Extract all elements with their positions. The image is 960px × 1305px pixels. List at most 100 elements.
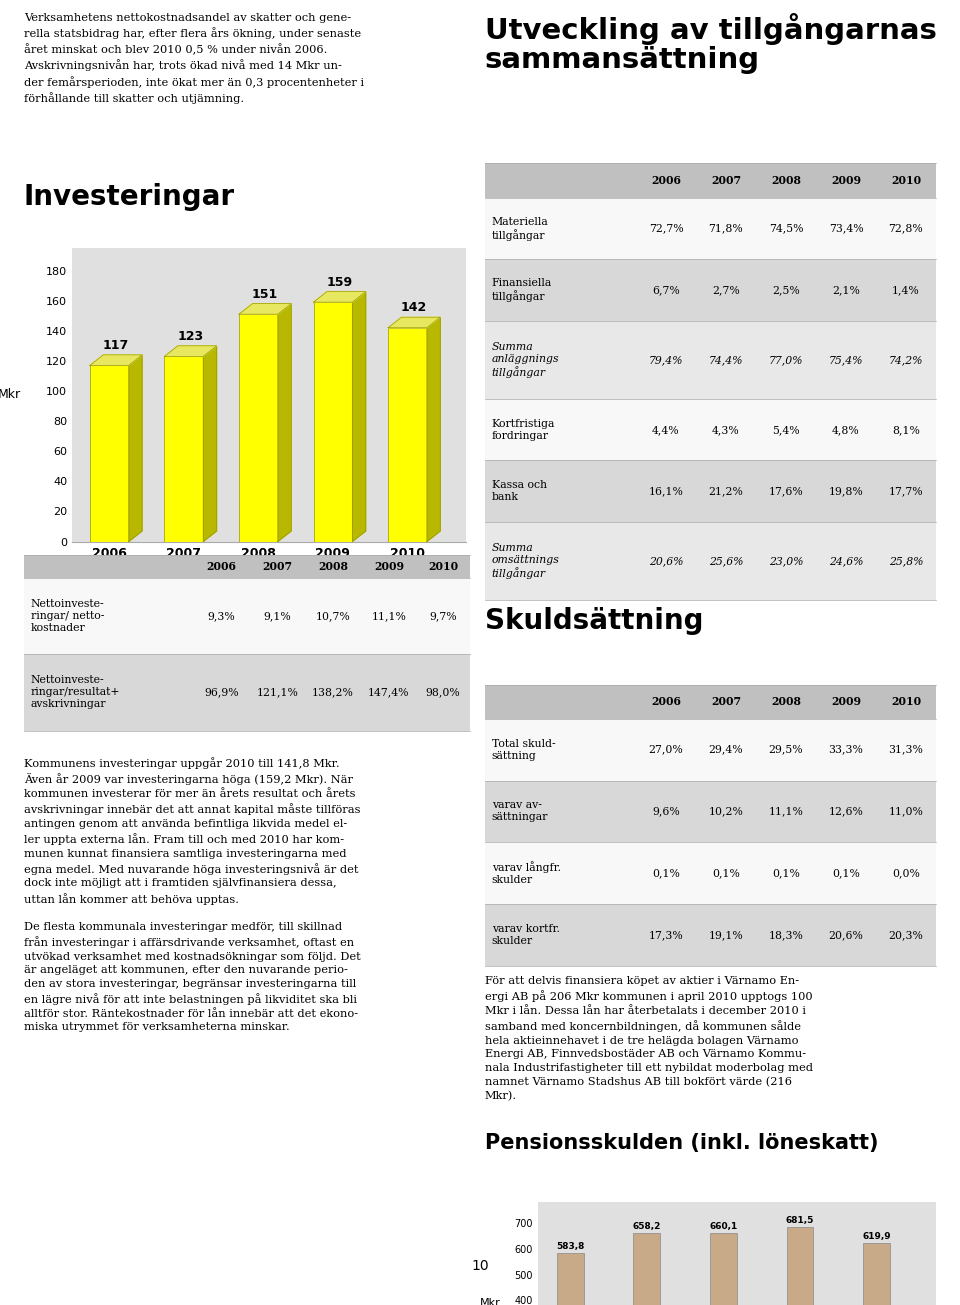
- Text: 0,1%: 0,1%: [712, 868, 740, 878]
- Text: 9,6%: 9,6%: [652, 806, 680, 817]
- Bar: [24, 654, 470, 731]
- Text: 2010: 2010: [891, 697, 921, 707]
- Bar: [90, 365, 129, 542]
- Text: 11,0%: 11,0%: [889, 806, 924, 817]
- Text: 2008: 2008: [318, 561, 348, 572]
- Text: Nettoinveste-
ringar/ netto-
kostnader: Nettoinveste- ringar/ netto- kostnader: [31, 599, 105, 633]
- Polygon shape: [352, 291, 366, 542]
- Text: 72,7%: 72,7%: [649, 223, 684, 234]
- Text: 2010: 2010: [891, 175, 921, 187]
- Text: 9,1%: 9,1%: [263, 611, 291, 621]
- Y-axis label: Mkr: Mkr: [0, 389, 20, 401]
- Bar: [485, 904, 936, 966]
- Text: varav kortfr.
skulder: varav kortfr. skulder: [492, 924, 560, 946]
- Bar: [485, 719, 936, 780]
- Text: 21,2%: 21,2%: [708, 485, 743, 496]
- Text: 123: 123: [178, 330, 204, 343]
- Polygon shape: [164, 346, 217, 356]
- Text: Utveckling av tillgångarnas
sammansättning: Utveckling av tillgångarnas sammansättni…: [485, 13, 937, 74]
- Text: 19,1%: 19,1%: [708, 930, 743, 940]
- Bar: [164, 356, 204, 542]
- Text: 31,3%: 31,3%: [889, 745, 924, 754]
- Text: Materiella
tillgångar: Materiella tillgångar: [492, 217, 548, 241]
- Text: 10,2%: 10,2%: [708, 806, 743, 817]
- Text: 17,6%: 17,6%: [769, 485, 804, 496]
- Text: 619,9: 619,9: [862, 1232, 891, 1241]
- Text: 2008: 2008: [771, 175, 801, 187]
- Text: 681,5: 681,5: [786, 1216, 814, 1225]
- Text: 19,8%: 19,8%: [828, 485, 863, 496]
- Bar: [485, 163, 936, 198]
- Text: 27,0%: 27,0%: [649, 745, 684, 754]
- Bar: [485, 198, 936, 260]
- Text: 4,4%: 4,4%: [652, 425, 680, 435]
- Text: 74,4%: 74,4%: [708, 355, 743, 365]
- Text: 24,6%: 24,6%: [828, 556, 863, 566]
- Polygon shape: [204, 346, 217, 542]
- Text: 8,1%: 8,1%: [892, 425, 920, 435]
- Text: 2009: 2009: [374, 561, 404, 572]
- Text: 73,4%: 73,4%: [828, 223, 863, 234]
- Text: varav långfr.
skulder: varav långfr. skulder: [492, 861, 561, 885]
- Y-axis label: Mkr: Mkr: [479, 1298, 500, 1305]
- Bar: [485, 321, 936, 399]
- Text: 2006: 2006: [651, 175, 681, 187]
- Text: 23,0%: 23,0%: [769, 556, 804, 566]
- Text: Pensionsskulden (inkl. löneskatt): Pensionsskulden (inkl. löneskatt): [485, 1133, 878, 1152]
- Text: 2,5%: 2,5%: [772, 284, 800, 295]
- Polygon shape: [427, 317, 441, 542]
- Text: 11,1%: 11,1%: [769, 806, 804, 817]
- Text: 2009: 2009: [831, 175, 861, 187]
- Bar: [634, 1233, 660, 1305]
- Text: 117: 117: [103, 339, 129, 352]
- Text: Kommunens investeringar uppgår 2010 till 141,8 Mkr.
Även år 2009 var investering: Kommunens investeringar uppgår 2010 till…: [24, 757, 361, 1032]
- Polygon shape: [388, 317, 441, 328]
- Text: 2008: 2008: [771, 697, 801, 707]
- Text: 583,8: 583,8: [556, 1242, 585, 1250]
- Text: Verksamhetens nettokostnadsandel av skatter och gene-
rella statsbidrag har, eft: Verksamhetens nettokostnadsandel av skat…: [24, 13, 364, 104]
- Text: 121,1%: 121,1%: [256, 688, 299, 697]
- Text: 4,3%: 4,3%: [712, 425, 740, 435]
- Text: 0,1%: 0,1%: [772, 868, 800, 878]
- Bar: [485, 780, 936, 842]
- Bar: [485, 842, 936, 904]
- Text: Kassa och
bank: Kassa och bank: [492, 480, 546, 502]
- Text: Skuldsättning: Skuldsättning: [485, 607, 704, 634]
- Bar: [863, 1244, 890, 1305]
- Polygon shape: [314, 291, 366, 303]
- Bar: [485, 522, 936, 600]
- Text: 0,1%: 0,1%: [652, 868, 680, 878]
- Text: 79,4%: 79,4%: [649, 355, 684, 365]
- Text: 660,1: 660,1: [709, 1221, 737, 1231]
- Polygon shape: [277, 304, 291, 542]
- Bar: [485, 461, 936, 522]
- Text: 2007: 2007: [711, 175, 741, 187]
- Text: 4,8%: 4,8%: [832, 425, 860, 435]
- Text: 142: 142: [401, 301, 427, 315]
- Text: 71,8%: 71,8%: [708, 223, 743, 234]
- Text: 33,3%: 33,3%: [828, 745, 863, 754]
- Text: 96,9%: 96,9%: [204, 688, 239, 697]
- Bar: [24, 578, 470, 654]
- Text: 25,8%: 25,8%: [889, 556, 924, 566]
- Text: 1,4%: 1,4%: [892, 284, 920, 295]
- Text: 10: 10: [471, 1259, 489, 1272]
- Bar: [24, 555, 470, 578]
- Text: 18,3%: 18,3%: [769, 930, 804, 940]
- Text: 0,0%: 0,0%: [892, 868, 920, 878]
- Text: 9,3%: 9,3%: [207, 611, 235, 621]
- Text: 11,1%: 11,1%: [372, 611, 406, 621]
- Text: 6,7%: 6,7%: [652, 284, 680, 295]
- Bar: [557, 1253, 584, 1305]
- Text: 138,2%: 138,2%: [312, 688, 354, 697]
- Text: 0,1%: 0,1%: [832, 868, 860, 878]
- Text: 75,4%: 75,4%: [828, 355, 863, 365]
- Text: 2009: 2009: [831, 697, 861, 707]
- Text: 2007: 2007: [262, 561, 293, 572]
- Text: 10,7%: 10,7%: [316, 611, 350, 621]
- Bar: [485, 399, 936, 461]
- Text: Summa
omsättnings
tillgångar: Summa omsättnings tillgångar: [492, 543, 560, 579]
- Text: 17,7%: 17,7%: [889, 485, 924, 496]
- Bar: [485, 685, 936, 719]
- Text: Investeringar: Investeringar: [24, 183, 235, 210]
